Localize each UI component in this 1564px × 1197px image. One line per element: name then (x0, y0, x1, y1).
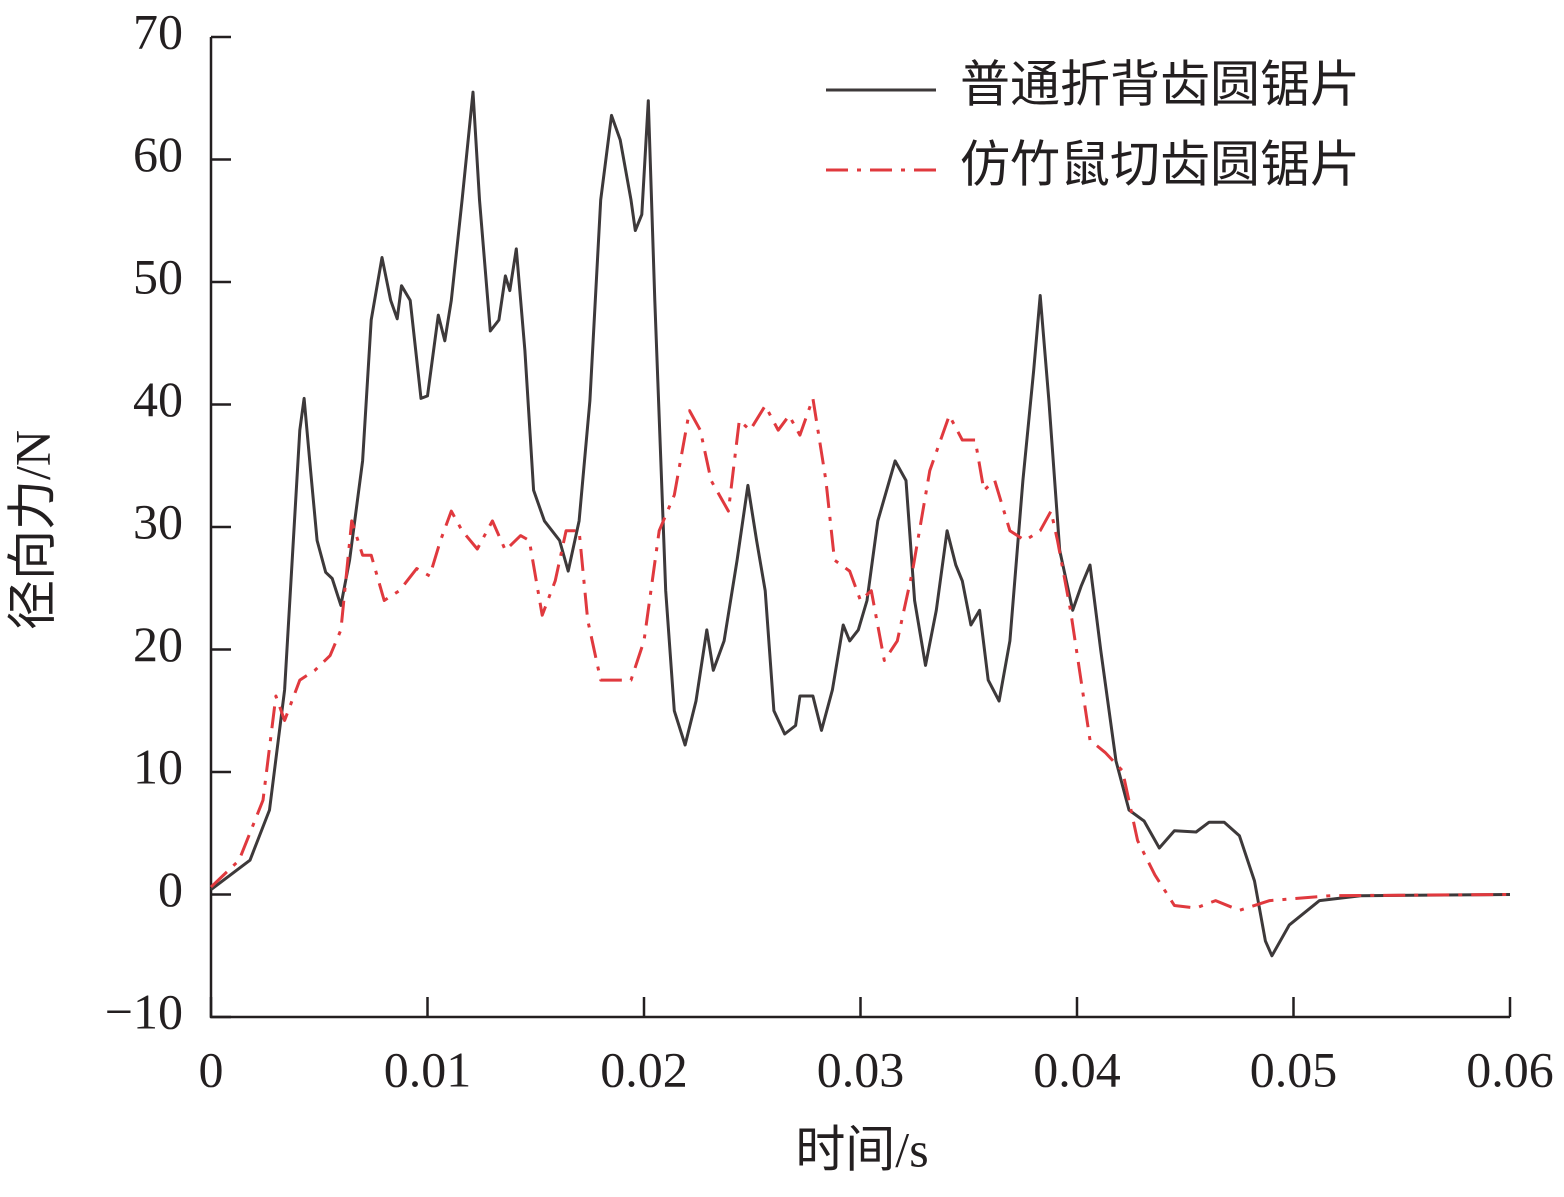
series-line (210, 90, 1511, 958)
y-tick-label: 40 (133, 371, 183, 427)
y-tick-label: 70 (133, 3, 183, 59)
legend-label: 仿竹鼠切齿圆锯片 (960, 136, 1360, 192)
y-tick-label: 10 (133, 738, 183, 794)
x-tick-label: 0.02 (600, 1041, 688, 1097)
y-tick-label: 0 (158, 861, 183, 917)
y-tick-label: −10 (105, 983, 183, 1039)
x-tick-label: 0.01 (384, 1041, 472, 1097)
y-tick-label: 20 (133, 616, 183, 672)
x-tick-label: 0.06 (1466, 1041, 1554, 1097)
x-axis-label: 时间/s (795, 1121, 928, 1177)
x-tick-label: 0.03 (817, 1041, 905, 1097)
x-tick-label: 0.05 (1250, 1041, 1338, 1097)
x-tick-label: 0 (199, 1041, 224, 1097)
y-tick-label: 50 (133, 248, 183, 304)
y-tick-label: 60 (133, 126, 183, 182)
series-line (209, 396, 1511, 912)
y-tick-label: 30 (133, 493, 183, 549)
y-axis-label: 径向力/N (4, 430, 60, 630)
legend-label: 普通折背齿圆锯片 (960, 56, 1360, 112)
x-tick-label: 0.04 (1033, 1041, 1121, 1097)
